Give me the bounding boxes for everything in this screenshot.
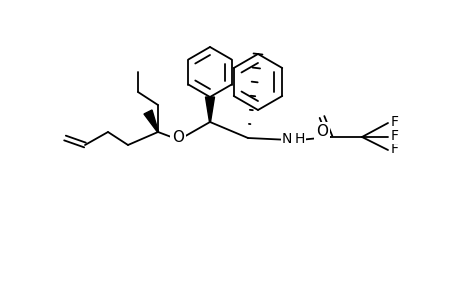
Text: F: F	[390, 129, 398, 143]
Text: O: O	[315, 124, 327, 139]
Text: O: O	[172, 130, 184, 145]
Polygon shape	[144, 110, 158, 132]
Text: F: F	[390, 142, 398, 156]
Text: N: N	[281, 132, 291, 146]
Text: H: H	[294, 132, 305, 146]
Text: F: F	[390, 115, 398, 129]
Polygon shape	[205, 97, 214, 122]
